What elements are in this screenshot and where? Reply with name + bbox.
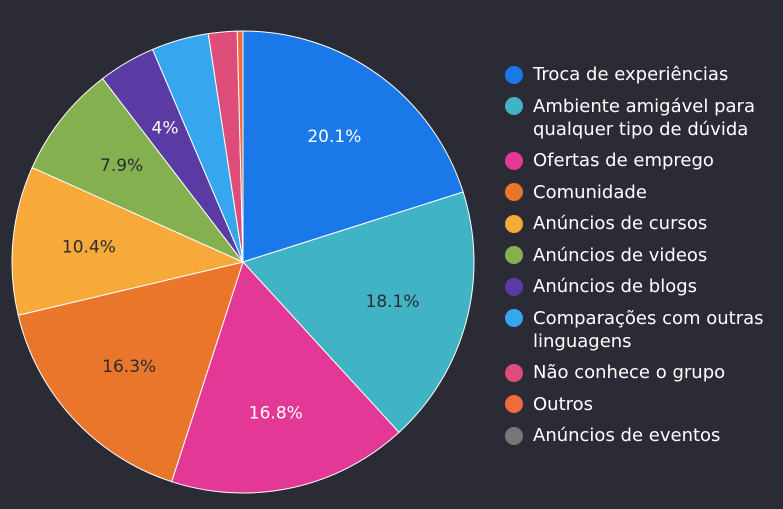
slice-data-label: 10.4%	[62, 237, 116, 257]
legend-label: Outros	[533, 393, 594, 415]
legend-item[interactable]: Troca de experiências	[505, 63, 775, 86]
legend-swatch	[505, 395, 523, 413]
legend-swatch	[505, 151, 523, 170]
legend-item[interactable]: Não conhece o grupo	[505, 361, 775, 384]
legend-label: Comparações com outras linguagens	[533, 307, 764, 352]
legend-item[interactable]: Anúncios de videos	[505, 244, 775, 267]
legend-swatch	[505, 65, 523, 84]
legend-swatch	[505, 183, 523, 201]
legend-item[interactable]: Comparações com outras linguagens	[505, 307, 775, 353]
legend-label: Anúncios de cursos	[533, 213, 708, 234]
legend-label: Anúncios de eventos	[533, 425, 721, 446]
legend-swatch	[505, 214, 523, 233]
legend-label: Não conhece o grupo	[533, 362, 726, 383]
pie-slice	[31, 77, 244, 263]
legend-label: Anúncios de videos	[533, 244, 708, 266]
pie-slice	[236, 30, 244, 263]
legend-swatch	[505, 246, 523, 264]
legend-label: Comunidade	[533, 181, 647, 203]
pie-slice	[242, 191, 475, 434]
slice-data-label: 16.3%	[102, 357, 156, 377]
legend-swatch	[505, 309, 523, 327]
slice-data-label: 7.9%	[100, 156, 143, 176]
legend-item[interactable]: Ambiente amigável para qualquer tipo de …	[505, 95, 775, 141]
legend-item[interactable]: Anúncios de blogs	[505, 275, 775, 298]
legend-item[interactable]: Comunidade	[505, 181, 775, 204]
legend-item[interactable]: Anúncios de cursos	[505, 212, 775, 235]
pie-slice	[170, 261, 400, 494]
legend-swatch	[505, 97, 523, 115]
legend-swatch	[505, 277, 523, 296]
slice-data-label: 18.1%	[366, 292, 420, 312]
pie-slice	[11, 166, 245, 316]
legend: Troca de experiências Ambiente amigável p…	[505, 63, 775, 456]
pie-plot: 20.1% 18.1% 16.8% 16.3% 10.4% 7.9% 4%	[11, 30, 475, 494]
legend-label: Ambiente amigável para qualquer tipo de …	[533, 95, 755, 140]
pie-slice	[17, 261, 244, 483]
pie-slice	[242, 30, 464, 263]
slice-data-label: 16.8%	[249, 403, 303, 423]
legend-label: Anúncios de blogs	[533, 276, 698, 297]
legend-label: Troca de experiências	[533, 64, 729, 85]
legend-swatch	[505, 363, 523, 382]
legend-item[interactable]: Anúncios de eventos	[505, 424, 775, 447]
slice-data-label: 20.1%	[307, 127, 361, 147]
legend-item[interactable]: Ofertas de emprego	[505, 149, 775, 172]
legend-item[interactable]: Outros	[505, 393, 775, 416]
legend-label: Ofertas de emprego	[533, 150, 714, 171]
legend-swatch	[505, 426, 523, 445]
slice-data-label: 4%	[152, 118, 179, 138]
